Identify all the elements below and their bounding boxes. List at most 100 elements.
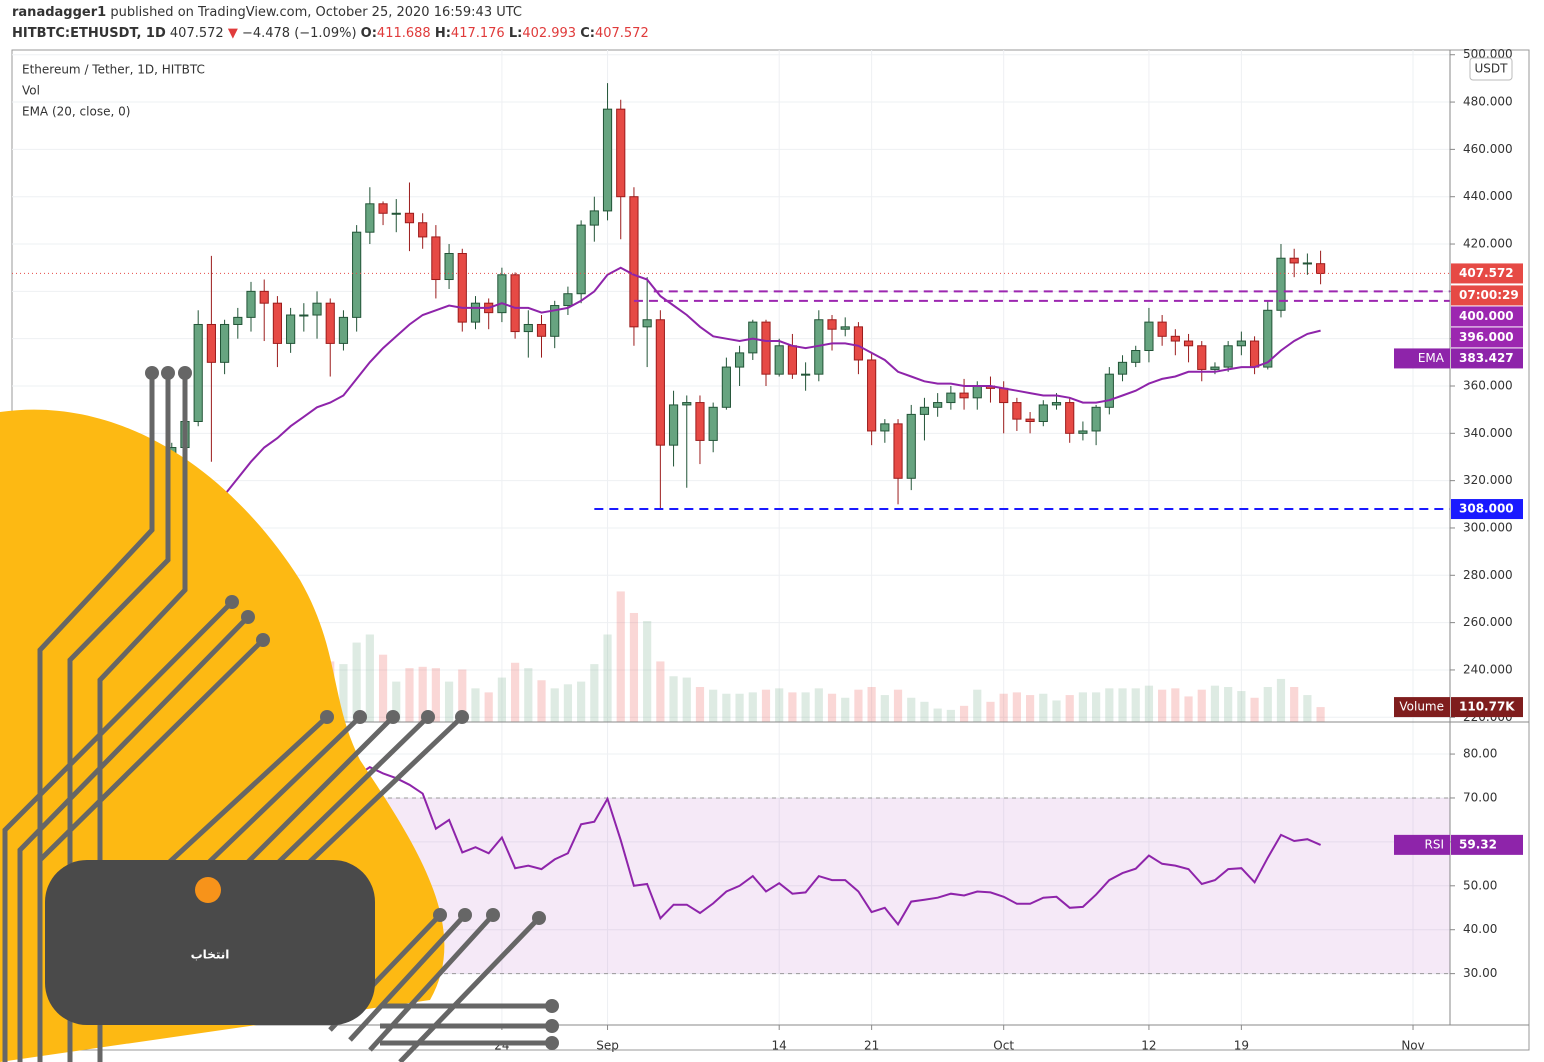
candle-body bbox=[602, 108, 613, 212]
candle-body bbox=[1065, 402, 1075, 434]
volume-bar bbox=[1290, 687, 1299, 722]
candle-body bbox=[1289, 257, 1299, 264]
volume-value-label-bg bbox=[1451, 697, 1523, 718]
y-tick-label: 360.000 bbox=[1463, 379, 1513, 393]
level-label-bg bbox=[1451, 499, 1523, 520]
volume-bar bbox=[933, 708, 942, 722]
candle-body bbox=[352, 231, 362, 318]
level-label: 400.000 bbox=[1459, 309, 1514, 323]
level-label: 396.000 bbox=[1459, 330, 1514, 344]
candle-body bbox=[246, 290, 256, 318]
volume-bar bbox=[365, 634, 374, 722]
y-tick-label: 30.00 bbox=[1463, 966, 1497, 980]
candle-body bbox=[801, 373, 811, 376]
volume-bar bbox=[959, 705, 969, 722]
volume-bar bbox=[563, 684, 573, 722]
candle-body bbox=[1276, 257, 1286, 311]
volume-bar bbox=[722, 693, 731, 722]
y-tick-label: 340.000 bbox=[1463, 426, 1513, 440]
candle-body bbox=[365, 203, 375, 233]
candle-body bbox=[563, 293, 573, 307]
volume-bar bbox=[893, 689, 903, 722]
candle-body bbox=[708, 406, 718, 441]
volume-bar bbox=[431, 668, 440, 722]
candle-body bbox=[1249, 340, 1260, 368]
volume-bar bbox=[497, 677, 506, 722]
volume-bar bbox=[550, 688, 559, 722]
level-label-bg bbox=[1451, 327, 1523, 348]
candle-body bbox=[391, 212, 401, 215]
volume-bar bbox=[524, 668, 533, 722]
volume-bar bbox=[1303, 695, 1312, 722]
volume-bar bbox=[484, 692, 493, 722]
volume-bar bbox=[537, 680, 546, 722]
volume-bar bbox=[1052, 700, 1061, 722]
o-label: O: bbox=[361, 26, 377, 41]
published: published on TradingView.com, October 25… bbox=[110, 5, 522, 20]
volume-bar bbox=[841, 697, 850, 722]
x-tick-label: 12 bbox=[1141, 1039, 1156, 1053]
volume-bar bbox=[616, 591, 625, 722]
candle-body bbox=[893, 423, 903, 479]
y-tick-label: 440.000 bbox=[1463, 189, 1513, 203]
y-tick-label: 70.00 bbox=[1463, 790, 1497, 804]
candle-body bbox=[1091, 406, 1101, 432]
volume-bar bbox=[458, 669, 467, 722]
volume-bar bbox=[629, 612, 639, 722]
volume-value-label-tag-bg bbox=[1394, 697, 1450, 718]
candle-body bbox=[1263, 309, 1273, 368]
candle-body bbox=[629, 196, 639, 328]
candle-body bbox=[1025, 418, 1035, 422]
candle-body bbox=[1236, 340, 1246, 347]
logo-dots bbox=[145, 366, 559, 1050]
last-price-label: 407.572 bbox=[1459, 266, 1514, 280]
candle-body bbox=[193, 323, 203, 422]
volume-value-label-tag: Volume bbox=[1399, 700, 1444, 714]
rsi-value-label: 59.32 bbox=[1459, 837, 1497, 851]
rsi-value-label-bg bbox=[1451, 834, 1523, 855]
candle-body bbox=[1197, 345, 1207, 370]
candle-body bbox=[642, 319, 652, 328]
candle-body bbox=[906, 413, 916, 479]
last-price-label-bg bbox=[1451, 263, 1523, 284]
volume-bar bbox=[669, 676, 678, 722]
candle-body bbox=[272, 302, 283, 344]
volume-bar bbox=[761, 689, 771, 722]
volume-bar bbox=[392, 681, 401, 722]
legend-volume: Vol bbox=[22, 84, 40, 98]
y-tick-label: 320.000 bbox=[1463, 473, 1513, 487]
candle-body bbox=[695, 402, 705, 441]
volume-bar bbox=[709, 689, 718, 722]
volume-bar bbox=[1105, 688, 1114, 722]
volume-bar bbox=[880, 695, 889, 722]
arrow: ▼ bbox=[228, 26, 238, 41]
x-tick-label: Sep bbox=[596, 1039, 619, 1053]
candle-body bbox=[827, 319, 837, 330]
logo-text: انتخاب bbox=[191, 948, 230, 962]
volume-bar bbox=[471, 688, 480, 722]
candle-body bbox=[1038, 404, 1048, 422]
candle-body bbox=[444, 252, 454, 281]
volume-bar bbox=[577, 681, 586, 722]
candle-body bbox=[721, 366, 731, 408]
candle-body bbox=[919, 406, 930, 415]
candle-body bbox=[299, 314, 309, 317]
x-tick-label: 21 bbox=[864, 1039, 879, 1053]
volume-bar bbox=[1224, 687, 1233, 722]
x-tick-label: Oct bbox=[993, 1039, 1014, 1053]
volume-bar bbox=[986, 701, 995, 722]
candle-body bbox=[497, 274, 507, 314]
candle-body bbox=[959, 392, 969, 399]
candle-body bbox=[431, 236, 441, 281]
author: ranadagger1 bbox=[12, 5, 106, 20]
candle-body bbox=[470, 302, 481, 323]
x-tick-label: 19 bbox=[1234, 1039, 1249, 1053]
rsi-value-label-tag: RSI bbox=[1425, 837, 1445, 851]
volume-bar bbox=[1131, 688, 1140, 722]
volume-bar bbox=[378, 654, 388, 722]
y-tick-label: 280.000 bbox=[1463, 568, 1513, 582]
volume-bar bbox=[867, 687, 876, 722]
level-label: 308.000 bbox=[1459, 502, 1514, 516]
